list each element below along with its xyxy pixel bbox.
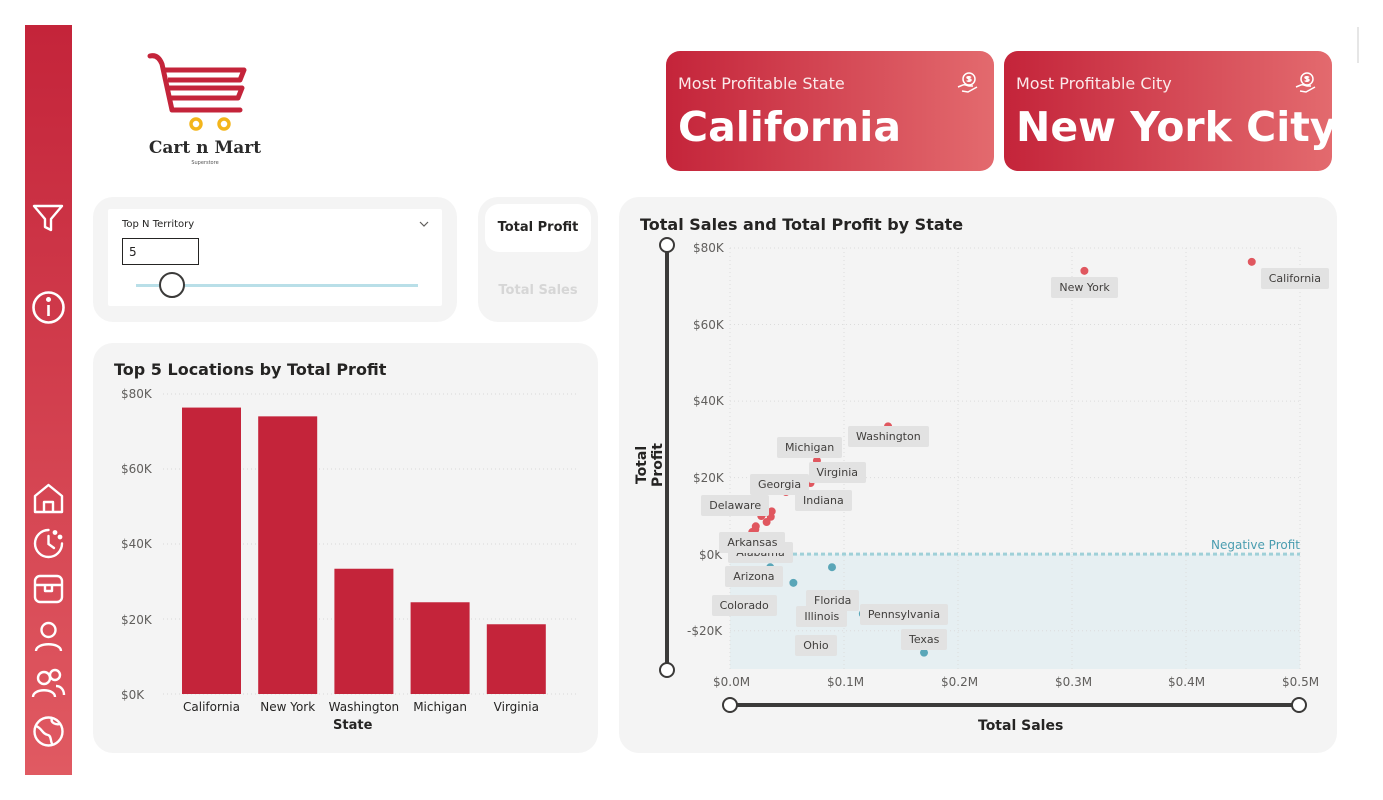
- x-tick: $0.0M: [713, 675, 751, 689]
- slider-handle[interactable]: [659, 237, 675, 253]
- scatter-point[interactable]: [751, 525, 760, 534]
- total-profit-button[interactable]: Total Profit: [485, 204, 591, 252]
- info-icon[interactable]: [30, 289, 67, 326]
- money-hand-icon: [1295, 72, 1316, 93]
- point-label: Delaware: [701, 494, 770, 516]
- scatter-chart-title: Total Sales and Total Profit by State: [640, 215, 964, 234]
- clock-icon[interactable]: [30, 525, 67, 562]
- point-label: California: [1260, 267, 1329, 289]
- x-tick-label: New York: [260, 700, 315, 714]
- topn-slicer: Top N Territory 5: [108, 209, 442, 306]
- x-axis-label: Total Sales: [978, 718, 1064, 734]
- y-tick: -$20K: [687, 624, 723, 638]
- y-tick: $60K: [121, 462, 152, 476]
- y-tick: $0K: [121, 688, 145, 702]
- scatter-point[interactable]: [1247, 257, 1256, 266]
- globe-icon[interactable]: [30, 713, 67, 750]
- scatter-point[interactable]: [1080, 266, 1089, 275]
- scatter-chart-card: Total Sales and Total Profit by State $8…: [619, 197, 1337, 753]
- brand-name: Cart n Mart: [148, 138, 262, 158]
- y-tick: $80K: [693, 241, 724, 255]
- slider-handle[interactable]: [659, 662, 675, 678]
- kpi-card-city: Most Profitable City New York City: [1004, 51, 1337, 171]
- negative-profit-label: Negative Profit: [1211, 538, 1300, 552]
- y-tick: $80K: [121, 387, 152, 401]
- point-label: Ohio: [795, 635, 837, 657]
- scatter-data-labels: California New York Washington Michigan Virg…: [619, 197, 1337, 753]
- x-tick-label: Michigan: [413, 700, 467, 714]
- money-hand-icon: [957, 72, 978, 93]
- x-axis-label: State: [333, 718, 373, 733]
- slider-handle[interactable]: [722, 697, 738, 713]
- brand-logo: Cart n Mart Superstore: [140, 50, 261, 170]
- topn-card: Top N Territory 5: [93, 197, 457, 322]
- point-label: Arizona: [725, 566, 783, 588]
- y-tick: $0K: [699, 548, 723, 562]
- y-tick: $20K: [693, 471, 724, 485]
- bar[interactable]: [486, 624, 546, 694]
- scatter-point[interactable]: [828, 563, 837, 572]
- point-label: Michigan: [776, 436, 843, 458]
- slider-handle[interactable]: [1291, 697, 1307, 713]
- y-tick: $40K: [693, 394, 724, 408]
- kpi-card-state: Most Profitable State California: [666, 51, 994, 171]
- x-tick-label: Virginia: [494, 700, 539, 714]
- x-tick-label: Washington: [329, 700, 400, 714]
- bar-chart-card: Top 5 Locations by Total Profit Californ…: [93, 343, 598, 753]
- cart-icon: [147, 53, 247, 131]
- y-tick: $20K: [121, 613, 152, 627]
- divider: [1357, 27, 1359, 63]
- kpi-value: New York City: [1016, 103, 1337, 151]
- user-icon[interactable]: [30, 618, 67, 655]
- brand-tagline: Superstore: [191, 160, 219, 166]
- kpi-label: Most Profitable State: [678, 74, 845, 93]
- x-tick: $0.5M: [1282, 675, 1320, 689]
- x-tick-label: California: [183, 700, 240, 714]
- sidebar-nav: [25, 25, 72, 775]
- scatter-point[interactable]: [920, 648, 929, 657]
- bar[interactable]: [410, 602, 470, 694]
- kpi-label: Most Profitable City: [1016, 74, 1172, 93]
- filter-icon[interactable]: [30, 200, 67, 237]
- point-label: New York: [1051, 276, 1118, 298]
- bar[interactable]: [182, 407, 241, 694]
- bar[interactable]: [334, 568, 394, 694]
- topn-input[interactable]: 5: [122, 238, 199, 265]
- scatter-point[interactable]: [789, 578, 798, 587]
- point-label: Texas: [901, 628, 948, 650]
- slider-track[interactable]: [136, 284, 418, 287]
- point-label: Virginia: [808, 462, 866, 483]
- bar[interactable]: [258, 416, 318, 694]
- box-icon[interactable]: [30, 570, 67, 607]
- point-label: Illinois: [796, 606, 848, 628]
- measure-toggle: Total Profit Total Sales: [478, 197, 598, 322]
- x-tick: $0.3M: [1055, 675, 1093, 689]
- y-tick: $40K: [121, 537, 152, 551]
- bar-chart-title: Top 5 Locations by Total Profit: [114, 360, 387, 379]
- bar-chart: California New York Washington Michigan Virg…: [163, 393, 576, 714]
- total-sales-button[interactable]: Total Sales: [498, 283, 578, 298]
- kpi-value: California: [678, 103, 901, 151]
- x-tick: $0.4M: [1168, 675, 1206, 689]
- point-label: Arkansas: [719, 531, 786, 553]
- home-icon[interactable]: [30, 480, 67, 517]
- point-label: Washington: [848, 426, 929, 448]
- topn-label: Top N Territory: [122, 219, 195, 230]
- point-label: Georgia: [749, 473, 810, 495]
- x-tick: $0.1M: [827, 675, 865, 689]
- users-icon[interactable]: [30, 665, 67, 702]
- x-tick: $0.2M: [941, 675, 979, 689]
- point-label: Indiana: [795, 489, 852, 511]
- chevron-down-icon[interactable]: [418, 219, 430, 229]
- scatter-point[interactable]: [762, 518, 771, 527]
- slider-handle[interactable]: [159, 272, 185, 298]
- y-tick: $60K: [693, 318, 724, 332]
- point-label: Colorado: [711, 595, 777, 617]
- point-label: Pennsylvania: [859, 603, 949, 625]
- point-label: Florida: [806, 590, 860, 612]
